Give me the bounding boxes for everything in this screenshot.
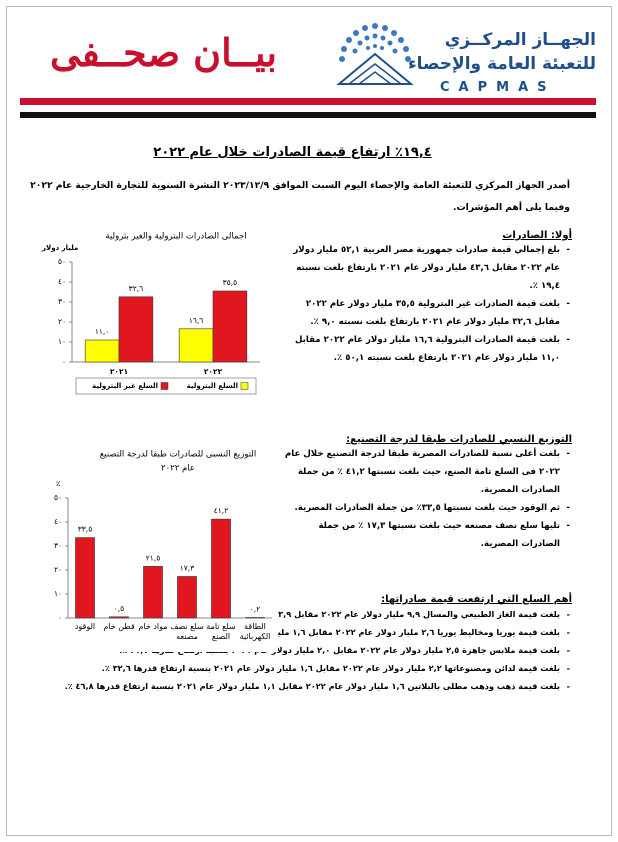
value-label: ٢١,٥ xyxy=(146,553,160,562)
value-label: ١٧,٣ xyxy=(180,563,194,572)
bullet-list: بلغت أعلى نسبة للصادرات المصرية طبقا لدر… xyxy=(282,445,572,553)
value-label: ٠,٥ xyxy=(114,604,124,613)
bullet: بلغت قيمة الصادرات غير البترولية ٣٥,٥ مل… xyxy=(282,295,570,331)
y-axis-label: ٪ xyxy=(56,480,60,488)
org-name: للتعبئة العامة والإحصاء xyxy=(407,54,596,74)
page-frame xyxy=(6,6,612,836)
y-tick-label: ٢٠ xyxy=(58,317,66,326)
y-tick-label: ١٠ xyxy=(58,337,66,346)
y-tick-label: ٠ xyxy=(62,357,66,366)
value-label: ٣٢,٦ xyxy=(129,284,143,293)
x-tick-label: ٢٠٢١ xyxy=(110,367,128,376)
legend-label: السلع غير البترولية xyxy=(92,382,158,390)
header-rule xyxy=(20,112,596,118)
chart-title: اجمالى الصادرات البترولية والغير بترولية xyxy=(105,232,246,242)
value-label: ١١,٠ xyxy=(95,327,109,336)
x-tick-label: سلع نصف مصنعه xyxy=(170,622,204,641)
bar xyxy=(211,518,231,619)
bullet: بلغت أعلى نسبة للصادرات المصرية طبقا لدر… xyxy=(282,445,570,499)
y-tick-label: ٢٠ xyxy=(54,565,62,574)
bar xyxy=(178,328,214,363)
bar xyxy=(118,296,154,363)
y-tick-label: ٠ xyxy=(58,613,62,622)
header-rule xyxy=(20,98,596,105)
legend-swatch xyxy=(240,382,249,390)
chart-svg: اجمالى الصادرات البترولية والغير بترولية… xyxy=(41,232,260,395)
bullet: تليها سلع نصف مصنعه حيث بلغت نسبتها ١٧,٣… xyxy=(282,517,570,553)
bar xyxy=(109,616,129,619)
intro: أصدر الجهاز المركزي للتعبئة العامة والإح… xyxy=(30,180,570,213)
org-abbr: CAPMAS xyxy=(440,80,556,95)
y-tick-label: ٣٠ xyxy=(54,541,62,550)
y-tick-label: ١٠ xyxy=(54,589,62,598)
y-tick-label: ٣٠ xyxy=(58,297,66,306)
chart-subtitle: عام ٢٠٢٢ xyxy=(161,464,195,474)
value-label: ٠,٢ xyxy=(250,605,260,614)
bullet: بلغت قيمة الصادرات البترولية ١٦,٦ مليار … xyxy=(282,331,570,367)
bullet: ثم الوقود حيث بلغت نسبتها ٣٣,٥٪ من جملة … xyxy=(282,499,571,517)
chart: التوزيع النسبى للصادرات طبقا لدرجة التصن… xyxy=(38,442,278,652)
bar xyxy=(84,339,120,363)
y-tick-label: ٤٠ xyxy=(54,517,62,526)
bar xyxy=(177,576,197,619)
bar xyxy=(212,290,248,363)
headline: ١٩,٤٪ ارتفاع قيمة الصادرات خلال عام ٢٠٢٢ xyxy=(153,145,432,160)
x-tick-label: سلع تامة الصنع xyxy=(206,622,236,641)
section: أولا: الصادرات بلغ إجمالي قيمة صادرات جم… xyxy=(282,230,572,367)
chart: اجمالى الصادرات البترولية والغير بترولية… xyxy=(38,226,274,412)
legend-label: السلع البترولية xyxy=(187,382,238,390)
logo xyxy=(336,23,414,85)
bullet: بلغت قيمة ذهب وذهب مطلى بالبلاتين ١,٦ مل… xyxy=(40,677,570,695)
legend-swatch xyxy=(160,382,169,390)
value-label: ٤١,٢ xyxy=(214,506,228,515)
bullet: بلغت قيمة لدائن ومصنوعاتها ٢,٢ مليار دول… xyxy=(40,659,570,677)
chart-svg: التوزيع النسبى للصادرات طبقا لدرجة التصن… xyxy=(54,450,272,622)
section-heading: التوزيع النسبي للصادرات طبقا لدرجة التصن… xyxy=(346,434,572,445)
x-tick-label: الطاقة الكهربائية xyxy=(239,622,271,641)
bar xyxy=(75,537,95,619)
value-label: ١٦,٦ xyxy=(189,316,203,325)
section: التوزيع النسبي للصادرات طبقا لدرجة التصن… xyxy=(282,434,572,553)
x-tick-label: ٢٠٢٢ xyxy=(204,367,223,376)
chart-title: التوزيع النسبى للصادرات طبقا لدرجة التصن… xyxy=(100,450,257,460)
y-axis-label: مليار دولار xyxy=(41,244,78,252)
press-title: بيــان صحــفى xyxy=(50,30,277,75)
org-name: الجهــاز المركــزي xyxy=(444,30,596,50)
bar xyxy=(143,566,163,619)
section-heading: أولا: الصادرات xyxy=(502,230,572,241)
x-tick-label: قطن خام xyxy=(103,622,135,631)
y-tick-label: ٥٠ xyxy=(54,493,62,502)
bullet: بلغ إجمالي قيمة صادرات جمهورية مصر العرب… xyxy=(282,241,570,295)
value-label: ٣٣,٥ xyxy=(78,525,92,534)
y-tick-label: ٥٠ xyxy=(58,257,66,266)
section-heading: أهم السلع التي ارتفعت قيمة صادراتها: xyxy=(381,594,572,605)
y-tick-label: ٤٠ xyxy=(58,277,66,286)
x-tick-label: الوقود xyxy=(74,622,96,631)
value-label: ٣٥,٥ xyxy=(223,278,237,287)
x-tick-label: مواد خام xyxy=(138,622,168,631)
bullet-list: بلغ إجمالي قيمة صادرات جمهورية مصر العرب… xyxy=(282,241,572,367)
